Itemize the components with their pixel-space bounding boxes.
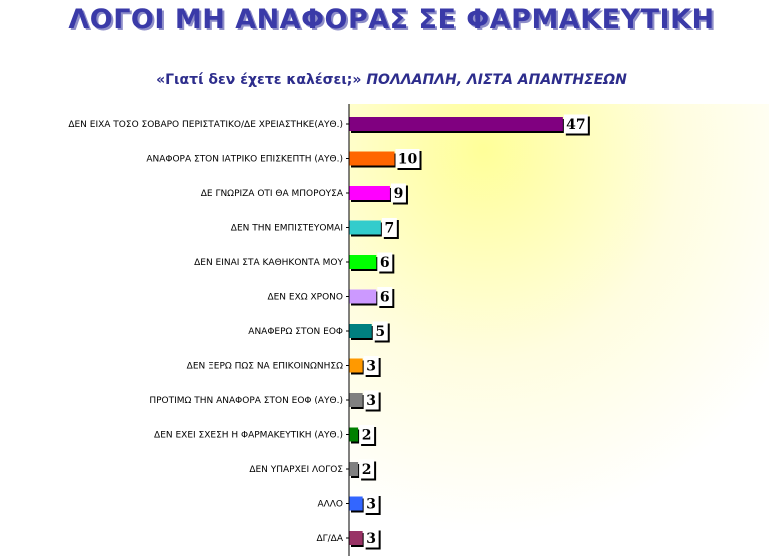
bar [349, 151, 395, 166]
chart-subtitle: «Γιατί δεν έχετε καλέσει;» ΠΟΛΛΑΠΛΗ, ΛΙΣ… [0, 72, 783, 88]
value-label: 9 [394, 186, 404, 202]
value-label: 3 [366, 497, 376, 513]
value-label: 10 [398, 152, 418, 168]
bar [349, 186, 390, 200]
bar-chart: ΔΕΝ ΕΙΧΑ ΤΟΣΟ ΣΟΒΑΡΟ ΠΕΡΙΣΤΑΤΙΚΟ/ΔΕ ΧΡΕΙ… [68, 104, 769, 556]
value-label: 47 [566, 117, 585, 133]
value-label-box [381, 218, 397, 237]
category-label: ΑΝΑΦΕΡΩ ΣΤΟΝ ΕΟΦ [248, 327, 343, 337]
value-label-box [395, 149, 420, 168]
bar [349, 393, 363, 407]
value-label-box [377, 252, 393, 272]
category-label: ΔΕΝ ΕΙΝΑΙ ΣΤΑ ΚΑΘΗΚΟΝΤΑ ΜΟΥ [194, 258, 343, 268]
bar [349, 289, 377, 304]
value-label: 7 [384, 221, 394, 237]
category-label: ΠΡΟΤΙΜΩ ΤΗΝ ΑΝΑΦΟΡΑ ΣΤΟΝ ΕΟΦ (ΑΥΘ.) [149, 396, 343, 406]
category-label: ΔΕΝ ΕΧΩ ΧΡΟΝΟ [267, 293, 343, 303]
value-label: 3 [366, 359, 376, 375]
value-label-box [563, 114, 588, 134]
value-label: 6 [380, 255, 390, 271]
bar [349, 531, 363, 545]
bar [349, 255, 377, 269]
value-label-box [363, 494, 379, 513]
category-label: ΔΕΝ ΕΧΕΙ ΣΧΕΣΗ Η ΦΑΡΜΑΚΕΥΤΙΚΗ (ΑΥΘ.) [154, 431, 343, 441]
bar [349, 358, 363, 373]
value-label-box [363, 356, 379, 375]
bar [349, 220, 381, 235]
bar [349, 324, 372, 338]
subtitle-note: ΠΟΛΛΑΠΛΗ, ΛΙΣΤΑ ΑΠΑΝΤΗΣΕΩΝ [366, 72, 627, 88]
value-label-box [377, 287, 393, 306]
value-label: 3 [366, 393, 376, 409]
value-label-box [359, 459, 375, 479]
category-label: ΔΕΝ ΞΕΡΩ ΠΩΣ ΝΑ ΕΠΙΚΟΙΝΩΝΗΣΩ [187, 362, 343, 372]
category-label: ΑΝΑΦΟΡΑ ΣΤΟΝ ΙΑΤΡΙΚΟ ΕΠΙΣΚΕΠΤΗ (ΑΥΘ.) [146, 155, 343, 165]
bar [349, 117, 563, 131]
value-label-box [390, 183, 406, 203]
plot-area [349, 104, 769, 556]
value-label-box [359, 425, 375, 444]
value-label: 3 [366, 531, 376, 547]
value-label: 5 [375, 324, 385, 340]
value-label-box [363, 390, 379, 410]
value-label: 2 [362, 428, 372, 444]
category-label: ΑΛΛΟ [317, 500, 343, 510]
value-label: 6 [380, 290, 390, 306]
category-label: ΔΓ/ΔΑ [316, 534, 343, 544]
category-label: ΔΕ ΓΝΩΡΙΖΑ ΟΤΙ ΘΑ ΜΠΟΡΟΥΣΑ [201, 189, 344, 199]
category-label: ΔΕΝ ΥΠΑΡΧΕΙ ΛΟΓΟΣ [249, 465, 343, 475]
subtitle-question: «Γιατί δεν έχετε καλέσει;» [156, 72, 362, 88]
category-label: ΔΕΝ ΕΙΧΑ ΤΟΣΟ ΣΟΒΑΡΟ ΠΕΡΙΣΤΑΤΙΚΟ/ΔΕ ΧΡΕΙ… [68, 120, 343, 130]
bar [349, 427, 359, 442]
category-label: ΔΕΝ ΤΗΝ ΕΜΠΙΣΤΕΥΟΜΑΙ [231, 224, 343, 234]
value-label-box [372, 321, 388, 341]
chart-title: ΛΟΓΟΙ ΜΗ ΑΝΑΦΟΡΑΣ ΣΕ ΦΑΡΜΑΚΕΥΤΙΚΗ [68, 4, 715, 35]
bar [349, 496, 363, 511]
value-label: 2 [362, 462, 372, 478]
bar [349, 462, 359, 476]
value-label-box [363, 528, 379, 548]
